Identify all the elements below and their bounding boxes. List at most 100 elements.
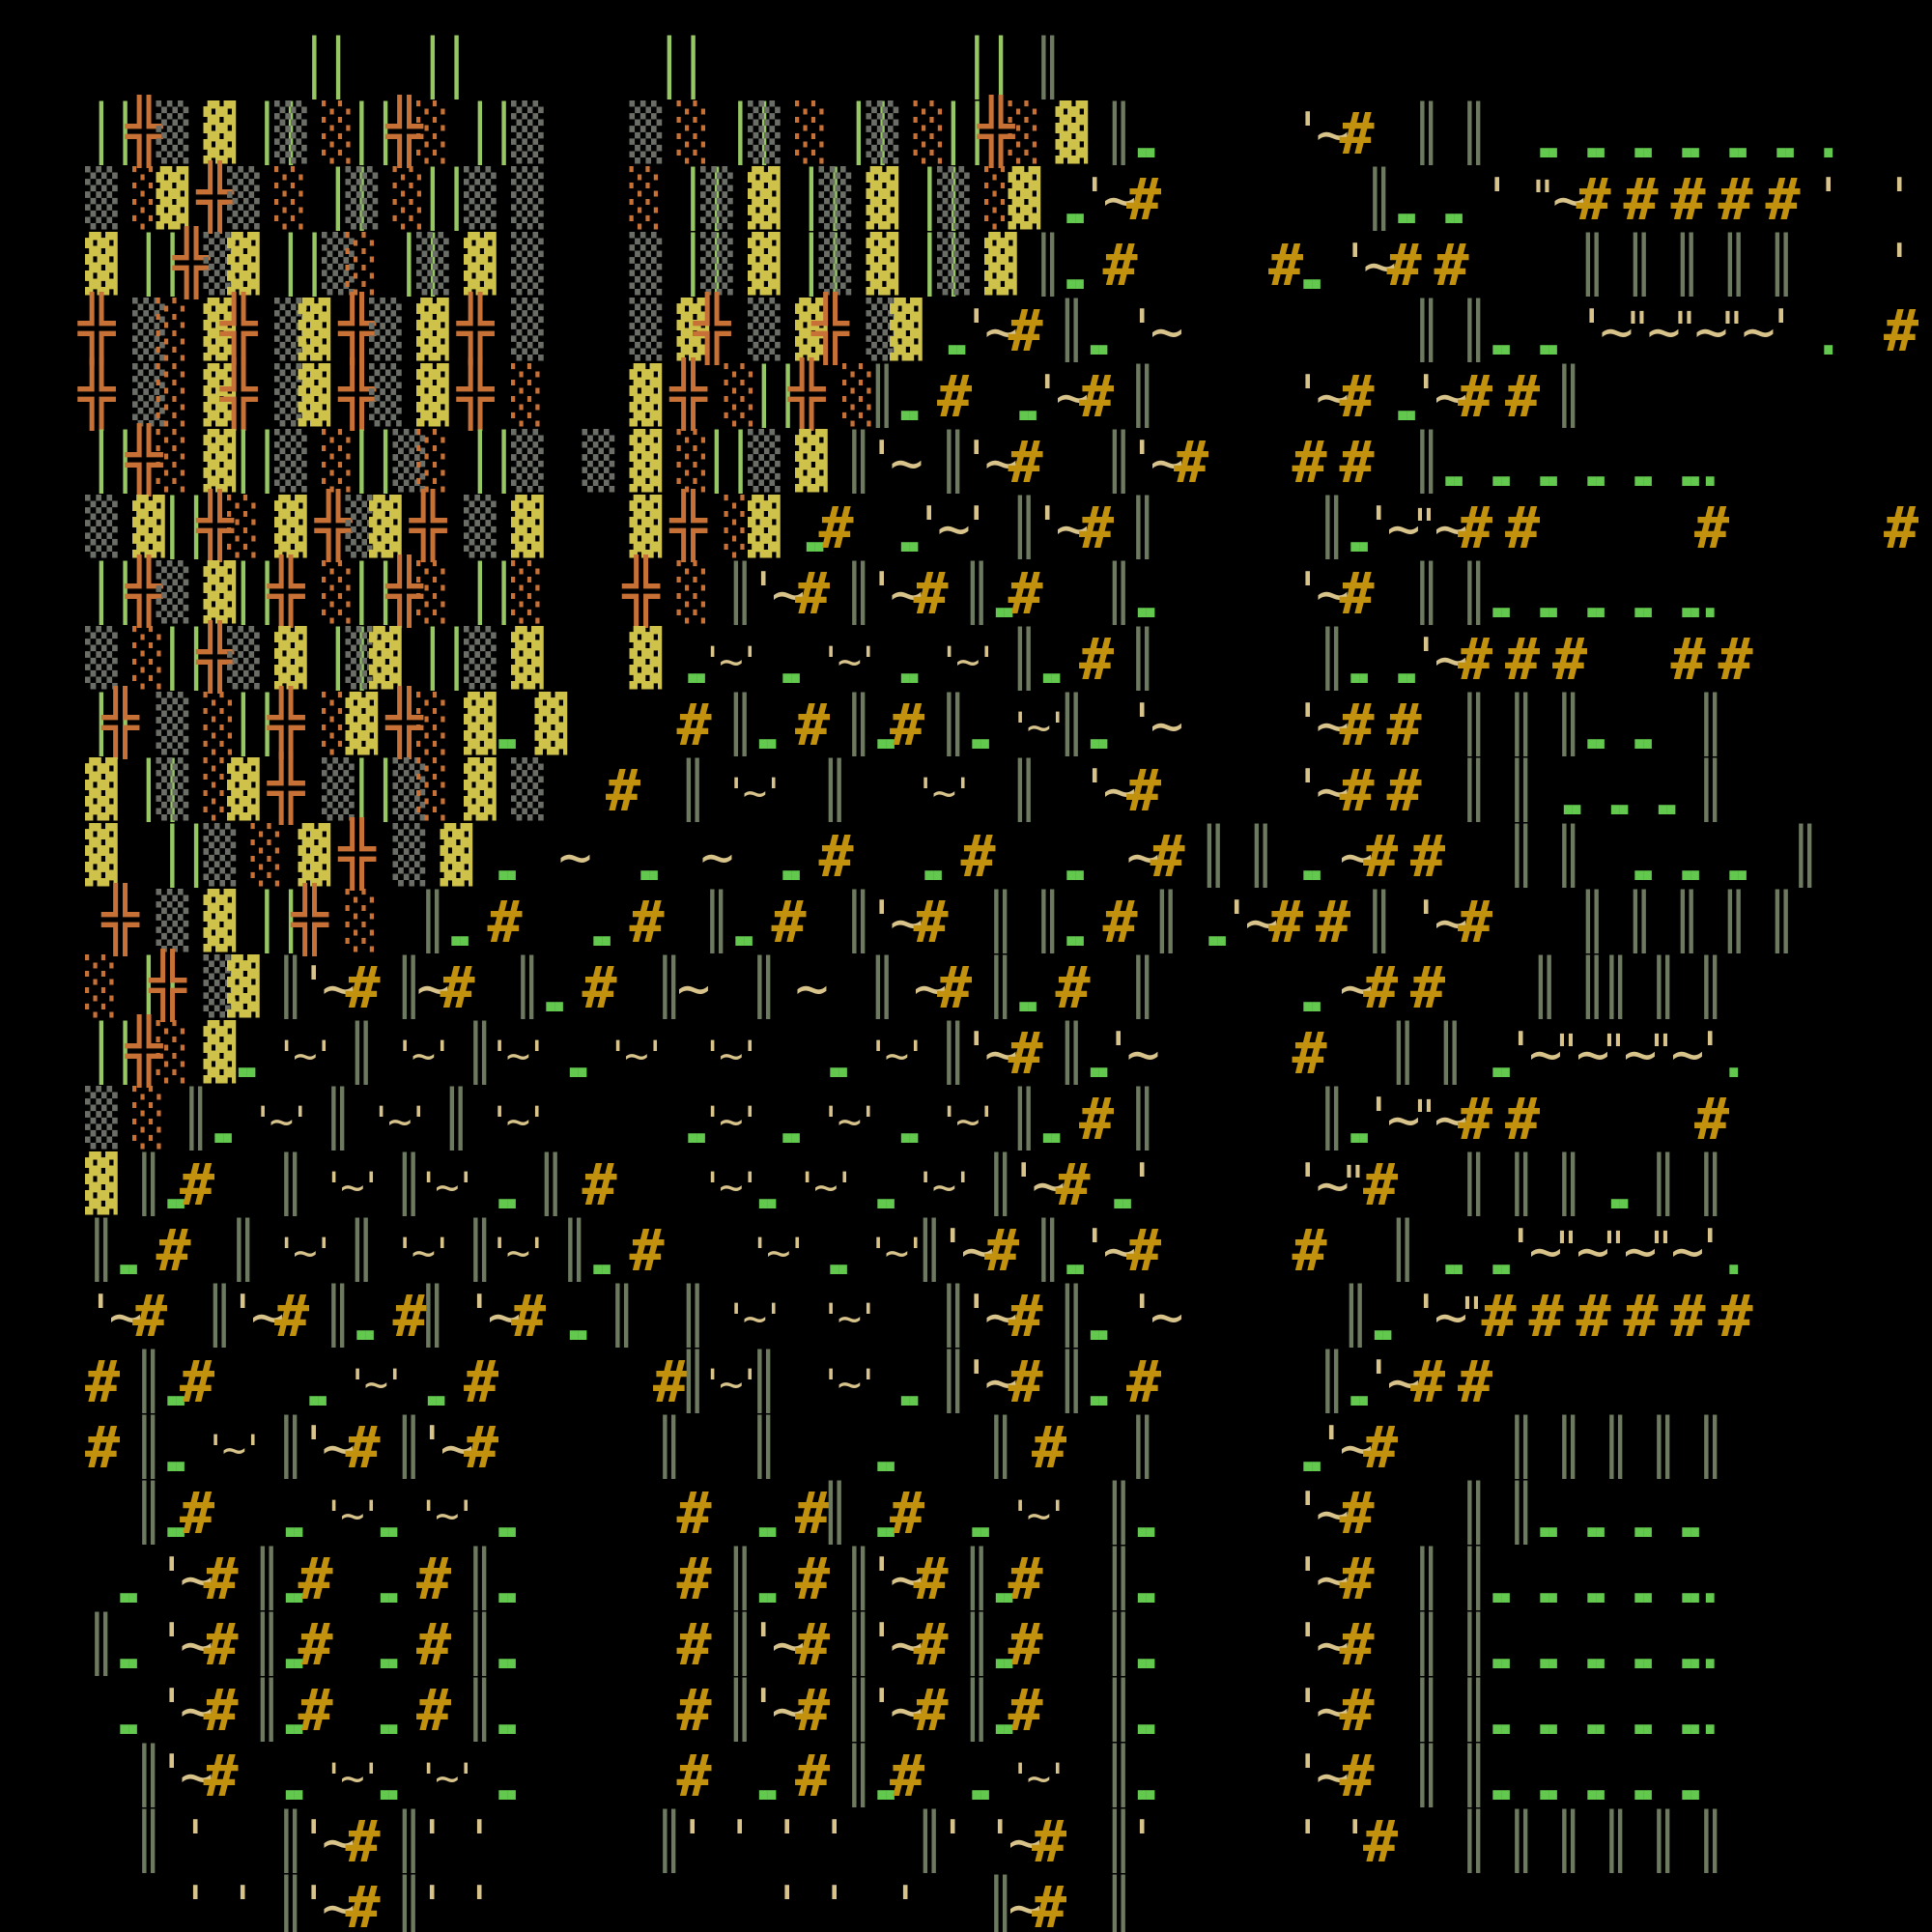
grass-dots-icon: .. — [748, 1489, 787, 1549]
tree-sapling-icon: ││ — [156, 825, 213, 888]
grass-blade-icon: ' — [1481, 167, 1514, 228]
grass-blade-icon: ' — [1292, 561, 1324, 622]
grass-dots-icon: .. — [1079, 1357, 1119, 1418]
shrub-hash-icon: # — [1410, 823, 1446, 891]
shrub-hash-icon: # — [1363, 1151, 1399, 1219]
grass-dots-icon: .. — [1434, 438, 1474, 498]
orange-brush-tile: ░ — [416, 561, 449, 624]
grass-dots-icon: .. — [1576, 1554, 1616, 1615]
grass-tuft-icon: " — [1552, 1222, 1580, 1276]
grass-cluster-icon: '~' — [250, 1097, 313, 1145]
yellow-canopy-tile: ▓ — [156, 167, 189, 230]
dry-sapling-icon: ║ — [1458, 562, 1491, 625]
tall-grass-icon: ~ — [322, 1875, 355, 1932]
dry-sapling-icon: ║ — [1670, 891, 1704, 953]
grass-blade-icon: ' — [1292, 1481, 1324, 1542]
grass-dots-icon: .. — [156, 1160, 196, 1221]
dry-sapling-icon: ║ — [676, 1350, 710, 1413]
grass-blade-icon: ' — [416, 1875, 448, 1932]
grass-blade-icon: ' — [227, 1875, 259, 1932]
grass-cluster-icon: '~' — [322, 1492, 384, 1539]
grass-dots-icon: .. — [890, 635, 929, 696]
tall-grass-icon: ~ — [1339, 955, 1374, 1021]
grass-dots-icon: .. — [1481, 569, 1521, 630]
dry-sapling-icon: ║ — [748, 1350, 781, 1413]
shrub-hash-icon: # — [795, 1611, 831, 1679]
yellow-canopy-tile: ▓ — [298, 298, 331, 361]
dry-sapling-icon: ║ — [984, 1153, 1017, 1216]
yellow-canopy-tile: ▓ — [203, 890, 237, 952]
dry-sapling-icon: ║ — [1410, 562, 1443, 625]
dry-sapling-icon: ║ — [724, 1613, 757, 1676]
dry-sapling-icon: ║ — [818, 759, 852, 822]
shrub-hash-icon: # — [345, 1414, 381, 1482]
grass-blade-icon: ' — [1032, 364, 1064, 425]
tree-cross-icon: ╬ — [315, 491, 353, 562]
grass-cluster-icon: '~' — [1008, 1754, 1070, 1802]
shrub-hash-icon: # — [1008, 429, 1043, 497]
grass-cluster-icon: '~' — [345, 1360, 408, 1407]
shrub-hash-icon: # — [676, 1546, 712, 1613]
shrub-hash-icon: # — [1008, 1611, 1043, 1679]
dry-sapling-icon: ║ — [1505, 1482, 1538, 1545]
dark-shrub-tile: ▒ — [511, 298, 544, 361]
tree-sapling-icon: ││ — [227, 431, 284, 494]
grass-tuft-icon: " — [1623, 302, 1652, 356]
dark-shrub-tile: ▒ — [345, 496, 379, 558]
dry-sapling-icon: ║ — [653, 1416, 686, 1479]
yellow-canopy-tile: ▓ — [227, 758, 260, 821]
grass-dots-icon: .. — [487, 1489, 527, 1549]
yellow-canopy-tile: ▓ — [676, 298, 710, 361]
dry-sapling-icon: ║ — [1055, 1350, 1089, 1413]
tall-grass-icon: ~ — [1008, 1875, 1042, 1932]
dry-sapling-icon: ║ — [1718, 891, 1751, 953]
yellow-canopy-tile: ▓ — [203, 298, 237, 361]
grass-tuft-icon: " — [1410, 499, 1438, 554]
dark-shrub-tile: ▒ — [511, 233, 544, 296]
dry-sapling-icon: ║ — [842, 694, 875, 756]
dry-sapling-icon: ║ — [1126, 628, 1159, 691]
shrub-hash-icon: # — [1126, 166, 1162, 234]
dry-sapling-icon: ║ — [1505, 759, 1538, 822]
grass-blade-icon: ' — [298, 1875, 330, 1932]
tree-sapling-icon: ││ — [227, 562, 284, 625]
shrub-hash-icon: # — [676, 692, 712, 759]
tree-cross-icon: ╬ — [126, 1016, 163, 1088]
shrub-hash-icon: # — [1268, 232, 1304, 299]
dry-sapling-icon: ║ — [1694, 1153, 1727, 1216]
shrub-hash-icon: # — [1008, 1283, 1043, 1350]
grass-dots-icon: .. — [1718, 109, 1758, 170]
tall-grass-icon: ~ — [1386, 1350, 1421, 1415]
dark-shrub-tile: ▒ — [274, 430, 307, 493]
dark-shrub-tile: ▒ — [866, 101, 899, 164]
grass-cluster-icon: '~' — [937, 638, 999, 685]
shrub-hash-icon: # — [1884, 495, 1919, 562]
shrub-hash-icon: # — [203, 1677, 239, 1745]
dry-sapling-icon: ║ — [1458, 102, 1491, 165]
tree-cross-icon: ╬ — [694, 294, 731, 365]
grass-cluster-icon: '~' — [700, 1032, 762, 1079]
grass-dots-icon: .. — [1292, 1423, 1332, 1484]
tree-cross-icon: ╬ — [669, 491, 708, 562]
dry-sapling-icon: ║ — [274, 1876, 307, 1932]
tall-grass-icon: ~ — [1150, 1284, 1184, 1350]
tall-grass-icon: ~ — [984, 298, 1018, 364]
grass-tuft-icon: " — [1718, 302, 1747, 356]
tree-sapling-icon: ││ — [724, 102, 781, 165]
orange-brush-tile: ░ — [203, 758, 237, 821]
tree-sapling-icon: ││ — [416, 37, 473, 99]
shrub-hash-icon: # — [1363, 823, 1399, 891]
yellow-canopy-tile: ▓ — [227, 955, 260, 1018]
orange-brush-tile: ░ — [156, 430, 189, 493]
dry-sapling-icon: ║ — [842, 431, 875, 494]
tall-grass-icon: ~ — [108, 1284, 143, 1350]
grass-cluster-icon: '~' — [392, 1229, 455, 1276]
shrub-hash-icon: # — [511, 1283, 547, 1350]
grass-dots-icon: .. — [156, 1489, 196, 1549]
dry-sapling-icon: ║ — [1055, 299, 1089, 362]
orange-brush-tile: ░ — [416, 101, 449, 164]
dry-sapling-icon: ║ — [1694, 1810, 1727, 1873]
grass-blade-icon: ' — [1292, 1744, 1324, 1804]
shrub-hash-icon: # — [180, 1349, 215, 1416]
dark-shrub-tile: ▒ — [700, 233, 733, 296]
